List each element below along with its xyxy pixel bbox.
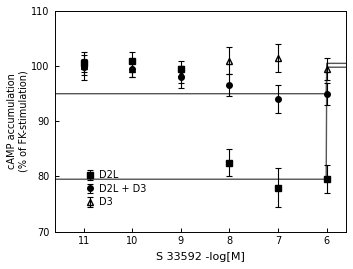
X-axis label: S 33592 -log[M]: S 33592 -log[M]: [156, 252, 245, 262]
Y-axis label: cAMP accumulation
(% of FK-stimulation): cAMP accumulation (% of FK-stimulation): [7, 70, 29, 172]
Legend: D2L, D2L + D3, D3: D2L, D2L + D3, D3: [83, 168, 149, 209]
